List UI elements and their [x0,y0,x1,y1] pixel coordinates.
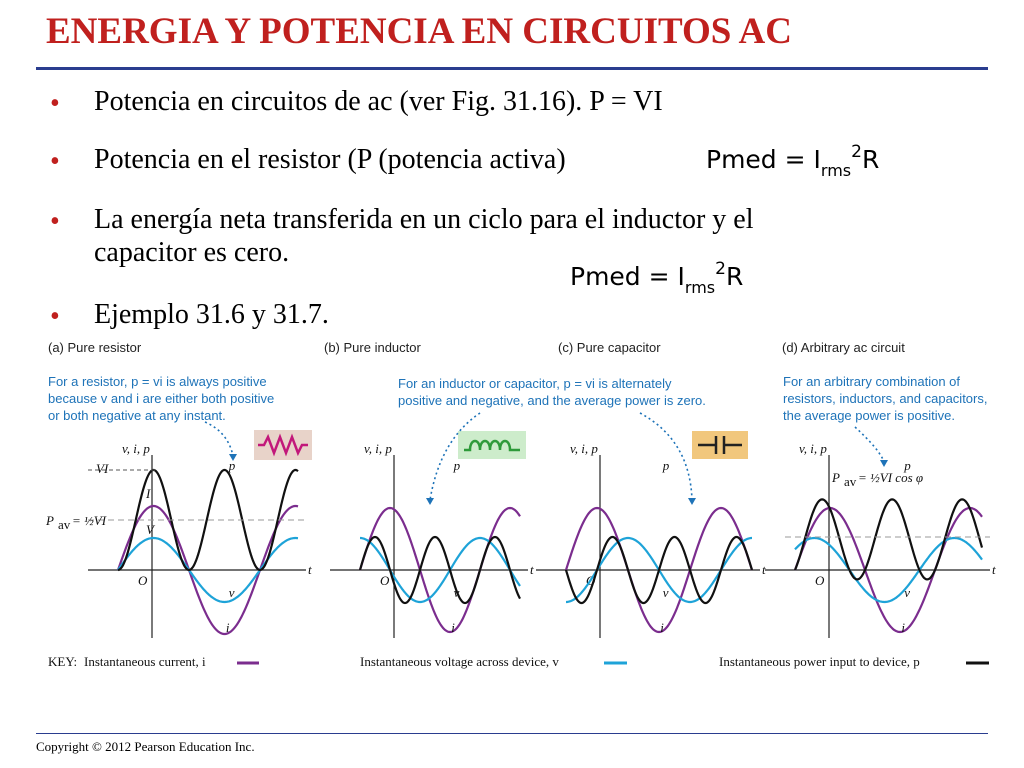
panel-b-label: (b) Pure inductor [324,340,421,355]
arrow-heads [229,454,888,505]
inductor-icon [458,431,526,459]
pav-d-label: P [831,470,840,485]
bullet-marker: • [50,206,60,237]
panel-d-p-label: p [903,458,911,473]
bullet-3-line-1: La energía neta transferida en un ciclo … [94,204,754,235]
capacitor-icon [692,431,748,459]
v-amplitude-label: V [146,522,156,537]
panel-b-i-label: i [451,620,455,635]
panel-b-vip-label: v, i, p [364,441,392,456]
panel-d-t-label: t [992,562,996,577]
bullet-3-line-2: capacitor es cero. [94,237,290,268]
bullet-marker: • [50,301,60,332]
panel-d-power-curve [793,498,984,581]
panel-d-origin-label: O [815,573,825,588]
arbitrary-circuit-note: For an arbitrary combination of resistors… [783,374,988,423]
panel-d-graph: v, i, p t Op v i P av = ½VI cos φ [765,441,996,638]
panel-c-i-label: i [660,620,664,635]
key-label: KEY: [48,654,77,669]
key-power-label: Instantaneous power input to device, p [719,654,920,669]
panel-d-vip-label: v, i, p [799,441,827,456]
panel-b-origin-label: O [380,573,390,588]
slide-title: ENERGIA Y POTENCIA EN CIRCUITOS AC [46,11,792,52]
panel-c-current-curve [564,506,754,634]
panel-a-origin-label: O [138,573,148,588]
panel-b-t-label: t [530,562,534,577]
vi-label: VI [96,461,109,476]
bullet-marker: • [50,146,60,177]
panel-d-i-label: i [901,620,905,635]
panel-b-graph: v, i, p t Op v i [330,441,534,638]
pointer-arrows [204,412,885,501]
copyright: Copyright © 2012 Pearson Education Inc. [36,739,255,754]
panel-c-power-curve [564,535,754,605]
panel-a-t-label: t [308,562,312,577]
panel-a-i-label: i [226,620,230,635]
bullet-4-text: Ejemplo 31.6 y 31.7. [94,299,329,330]
panel-b-p-label: p [453,458,461,473]
bullet-2-text: Potencia en el resistor (P (potencia act… [94,144,566,175]
panel-a-graph: v, i, p t Op v i VI P av = ½VI I V [45,441,312,638]
panel-d-label: (d) Arbitrary ac circuit [782,340,905,355]
pav-sub-label: av [58,517,71,532]
panel-c-vip-label: v, i, p [570,441,598,456]
key-current-label: Instantaneous current, i [84,654,206,669]
resistor-note: For a resistor, p = vi is always positiv… [48,374,275,423]
panel-c-v-label: v [663,585,669,600]
panel-d-current-curve [793,506,983,634]
title-underline [36,67,988,70]
footer-rule [36,733,988,734]
pav-eq-label: = ½VI [72,513,107,528]
panel-b-voltage-curve [360,536,521,604]
power-formula-1: Pmed = Irms2R [706,142,880,180]
pav-label: P [45,513,54,528]
panel-a-v-label: v [229,585,235,600]
inductor-capacitor-note: For an inductor or capacitor, p = vi is … [398,376,706,408]
resistor-icon [254,430,312,460]
pav-d-sub-label: av [844,474,857,489]
panel-a-power-curve [117,468,299,572]
panel-a-vip-label: v, i, p [122,441,150,456]
panel-a-p-label: p [228,458,236,473]
panel-b-v-label: v [454,585,460,600]
panel-c-t-label: t [762,562,766,577]
key-voltage-label: Instantaneous voltage across device, v [360,654,559,669]
panel-b-current-curve [358,506,521,634]
panel-c-p-label: p [662,458,670,473]
i-amplitude-label: I [145,486,151,501]
panel-c-label: (c) Pure capacitor [558,340,661,355]
panel-d-v-label: v [904,585,910,600]
legend: KEY: Instantaneous current, i Instantane… [48,654,989,669]
pav-d-eq-label: = ½VI cos φ [858,470,923,485]
panel-a-label: (a) Pure resistor [48,340,142,355]
bullet-1-text: Potencia en circuitos de ac (ver Fig. 31… [94,86,663,117]
panel-d-voltage-curve [794,536,983,604]
power-formula-2: Pmed = Irms2R [570,259,744,297]
panel-a-current-curve [116,504,299,636]
bullet-marker: • [50,88,60,119]
panel-b-power-curve [358,535,521,605]
